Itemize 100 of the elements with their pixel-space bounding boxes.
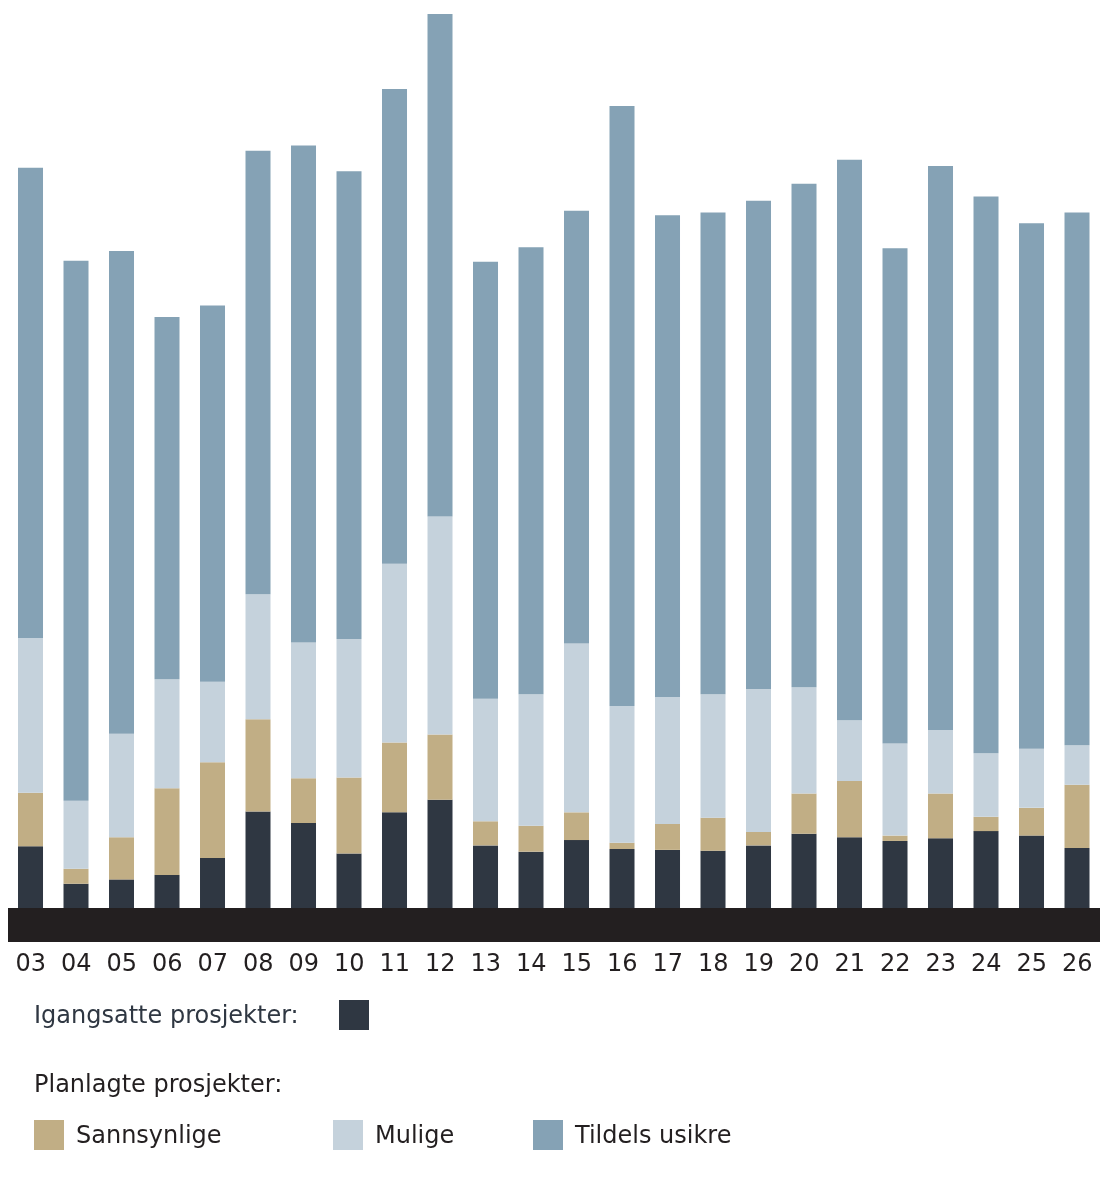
bar xyxy=(200,681,226,763)
bar xyxy=(609,849,635,908)
legend-label: Mulige xyxy=(375,1121,455,1149)
bar xyxy=(928,165,954,731)
bar xyxy=(837,720,863,782)
bar xyxy=(427,14,453,517)
bar xyxy=(700,212,726,695)
bar xyxy=(154,874,180,908)
bar xyxy=(746,832,772,846)
bar xyxy=(655,697,681,824)
bar xyxy=(291,778,317,824)
bar xyxy=(109,733,135,838)
bar xyxy=(1064,212,1090,746)
bar xyxy=(518,694,544,826)
bar xyxy=(336,777,362,854)
bar xyxy=(382,89,408,564)
bar xyxy=(200,305,226,682)
bar xyxy=(245,594,271,720)
bar xyxy=(882,248,908,744)
bar xyxy=(18,792,44,847)
bar xyxy=(609,106,635,706)
x-tick-label: 06 xyxy=(151,949,183,978)
bar xyxy=(63,883,89,908)
x-tick-label: 17 xyxy=(652,949,684,978)
bar xyxy=(609,842,635,849)
bar xyxy=(882,835,908,841)
x-tick-label: 21 xyxy=(834,949,866,978)
bar xyxy=(882,840,908,908)
x-tick-label: 09 xyxy=(288,949,320,978)
bar xyxy=(973,831,999,908)
bar xyxy=(518,247,544,695)
bar xyxy=(291,642,317,779)
bar xyxy=(655,849,681,908)
bar xyxy=(18,846,44,908)
x-tick-label: 04 xyxy=(60,949,92,978)
x-tick-label: 22 xyxy=(879,949,911,978)
bar xyxy=(154,317,180,680)
text: Igangsatte prosjekter: xyxy=(34,1001,299,1029)
bar xyxy=(700,817,726,851)
x-tick-label: 25 xyxy=(1016,949,1048,978)
x-tick-label: 05 xyxy=(106,949,138,978)
bar xyxy=(609,705,635,843)
bar xyxy=(655,823,681,850)
bar xyxy=(18,638,44,793)
bar xyxy=(382,563,408,743)
bar xyxy=(427,516,453,735)
bar xyxy=(427,799,453,908)
bar xyxy=(336,638,362,778)
x-tick-label: 23 xyxy=(925,949,957,978)
bar xyxy=(63,868,89,884)
bar xyxy=(200,762,226,858)
x-tick-label: 14 xyxy=(515,949,547,978)
x-tick-label: 12 xyxy=(424,949,456,978)
bar xyxy=(1019,748,1045,808)
bar xyxy=(1019,807,1045,836)
bar xyxy=(473,698,499,822)
x-tick-label: 18 xyxy=(697,949,729,978)
bar xyxy=(1019,835,1045,908)
bar xyxy=(564,840,590,908)
bar xyxy=(518,851,544,908)
bar xyxy=(973,816,999,832)
x-tick-label: 13 xyxy=(470,949,502,978)
bar xyxy=(928,793,954,839)
bar xyxy=(564,643,590,813)
bar xyxy=(245,719,271,812)
legend-title: Planlagte prosjekter: xyxy=(34,1070,284,1098)
x-tick-label: 11 xyxy=(379,949,411,978)
legend-label: Sannsynlige xyxy=(76,1121,222,1149)
x-tick-label: 20 xyxy=(788,949,820,978)
bar xyxy=(336,171,362,639)
bar xyxy=(245,150,271,595)
bar xyxy=(291,145,317,643)
bar xyxy=(109,879,135,908)
bar xyxy=(427,734,453,800)
x-tick-label: 10 xyxy=(333,949,365,978)
bar xyxy=(746,200,772,689)
bar xyxy=(154,679,180,789)
bar xyxy=(1064,848,1090,908)
x-tick-label: 16 xyxy=(606,949,638,978)
bar xyxy=(655,215,681,698)
x-tick-label: 07 xyxy=(197,949,229,978)
bar xyxy=(1019,223,1045,749)
bar xyxy=(336,853,362,908)
x-tick-label: 03 xyxy=(15,949,47,978)
x-tick-label: 08 xyxy=(242,949,274,978)
bar xyxy=(473,821,499,846)
bar xyxy=(564,812,590,841)
x-tick-label: 24 xyxy=(970,949,1002,978)
bar xyxy=(928,730,954,794)
bar xyxy=(291,823,317,908)
bar xyxy=(245,811,271,908)
bar xyxy=(837,837,863,908)
bar xyxy=(518,825,544,852)
bar xyxy=(109,837,135,880)
bar xyxy=(109,250,135,734)
bar xyxy=(791,687,817,794)
bar xyxy=(837,159,863,721)
x-tick-label: 26 xyxy=(1061,949,1093,978)
bar xyxy=(382,812,408,908)
bar xyxy=(473,845,499,908)
